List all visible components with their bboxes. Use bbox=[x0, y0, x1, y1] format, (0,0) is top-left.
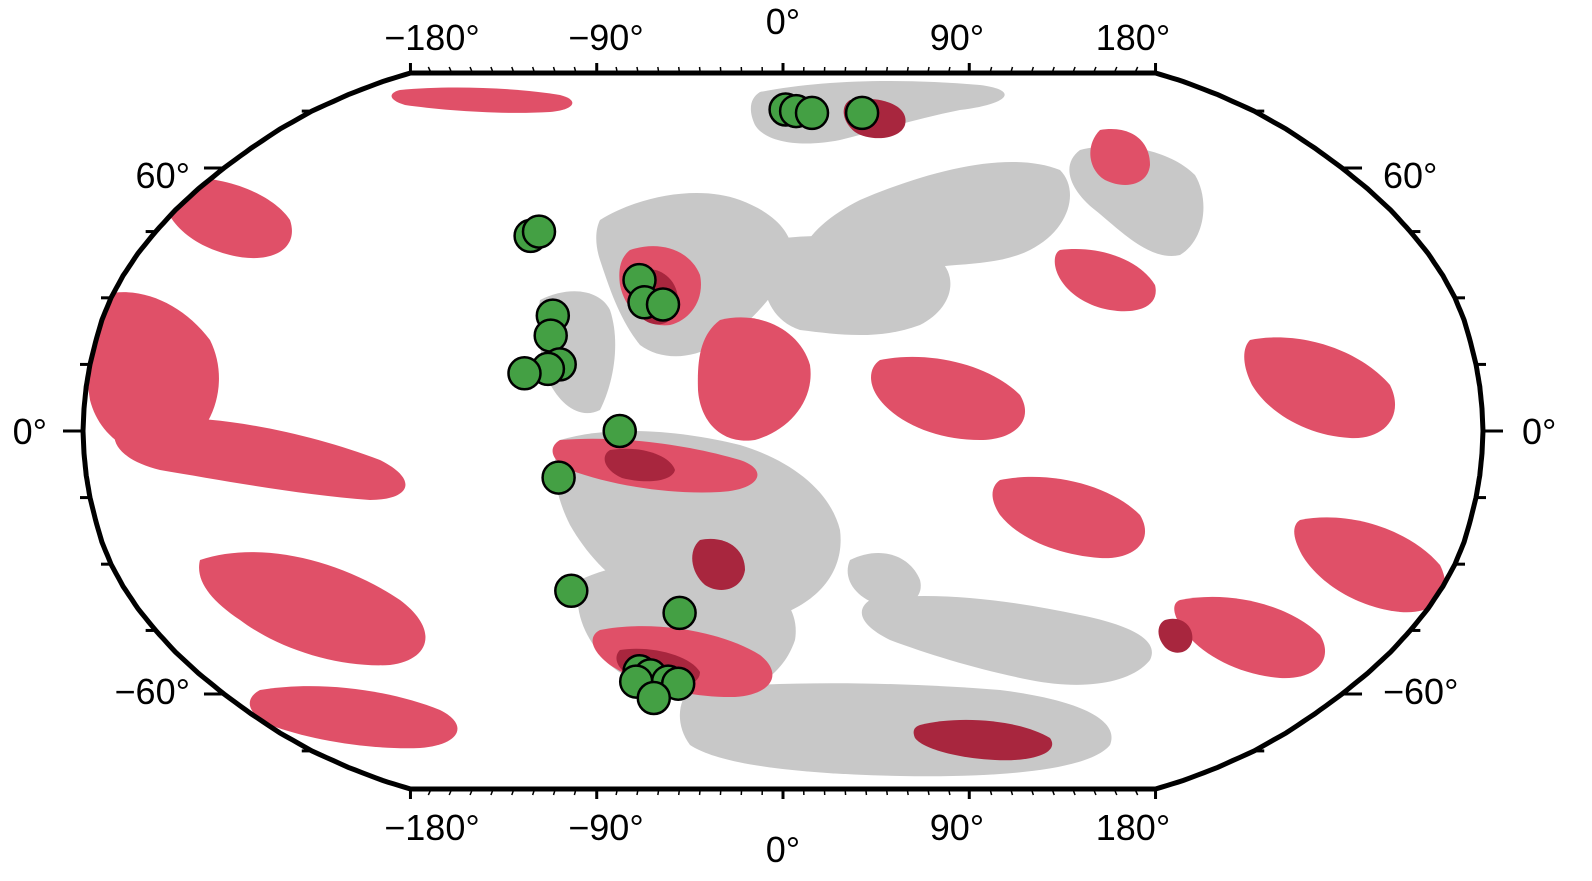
site-marker bbox=[543, 462, 575, 494]
lon-minor-tick-top bbox=[679, 67, 680, 73]
lon-minor-tick-top bbox=[866, 67, 867, 73]
lat-label-right-1: 60° bbox=[1383, 155, 1437, 196]
lon-label-bottom-4: 90° bbox=[930, 807, 984, 848]
lon-label-top-1: −180° bbox=[384, 17, 479, 58]
site-marker bbox=[509, 357, 541, 389]
lon-label-top-5: 180° bbox=[1096, 17, 1170, 58]
site-marker bbox=[647, 289, 679, 321]
lon-labels-top: −180° −90° 0° 90° 180° bbox=[384, 1, 1170, 58]
lat-label-left-3: −60° bbox=[115, 671, 190, 712]
lon-minor-tick-top bbox=[720, 67, 721, 73]
lat-label-left-2: 0° bbox=[13, 411, 47, 452]
lon-minor-tick-top bbox=[845, 67, 846, 73]
lon-label-bottom-1: −180° bbox=[384, 807, 479, 848]
lon-minor-tick-top bbox=[700, 67, 701, 73]
site-marker bbox=[555, 575, 587, 607]
site-marker bbox=[535, 320, 567, 352]
lon-minor-tick-top bbox=[886, 67, 887, 73]
lat-label-right-2: 0° bbox=[1522, 411, 1556, 452]
lon-minor-tick-bottom bbox=[907, 789, 908, 795]
lon-label-bottom-5: 180° bbox=[1096, 807, 1170, 848]
lon-minor-tick-bottom bbox=[679, 789, 680, 795]
site-marker bbox=[846, 97, 878, 129]
site-marker bbox=[796, 97, 828, 129]
lon-minor-tick-bottom bbox=[845, 789, 846, 795]
lon-labels-bottom: −180° −90° 0° 90° 180° bbox=[384, 807, 1170, 870]
site-marker bbox=[523, 216, 555, 248]
lon-label-top-2: −90° bbox=[568, 17, 643, 58]
map-body bbox=[80, 70, 1500, 790]
site-marker bbox=[638, 682, 670, 714]
lon-minor-tick-bottom bbox=[700, 789, 701, 795]
lon-minor-tick-bottom bbox=[658, 789, 659, 795]
lon-minor-tick-bottom bbox=[866, 789, 867, 795]
site-marker bbox=[604, 415, 636, 447]
lon-label-top-4: 90° bbox=[930, 17, 984, 58]
lon-label-bottom-3: 0° bbox=[766, 829, 800, 870]
lon-label-top-3: 0° bbox=[766, 1, 800, 42]
lat-label-right-3: −60° bbox=[1383, 671, 1458, 712]
site-marker bbox=[664, 597, 696, 629]
lon-label-bottom-2: −90° bbox=[568, 807, 643, 848]
lon-minor-tick-bottom bbox=[886, 789, 887, 795]
lon-minor-tick-top bbox=[907, 67, 908, 73]
lon-minor-tick-bottom bbox=[720, 789, 721, 795]
lon-minor-tick-top bbox=[658, 67, 659, 73]
lat-label-left-1: 60° bbox=[136, 155, 190, 196]
